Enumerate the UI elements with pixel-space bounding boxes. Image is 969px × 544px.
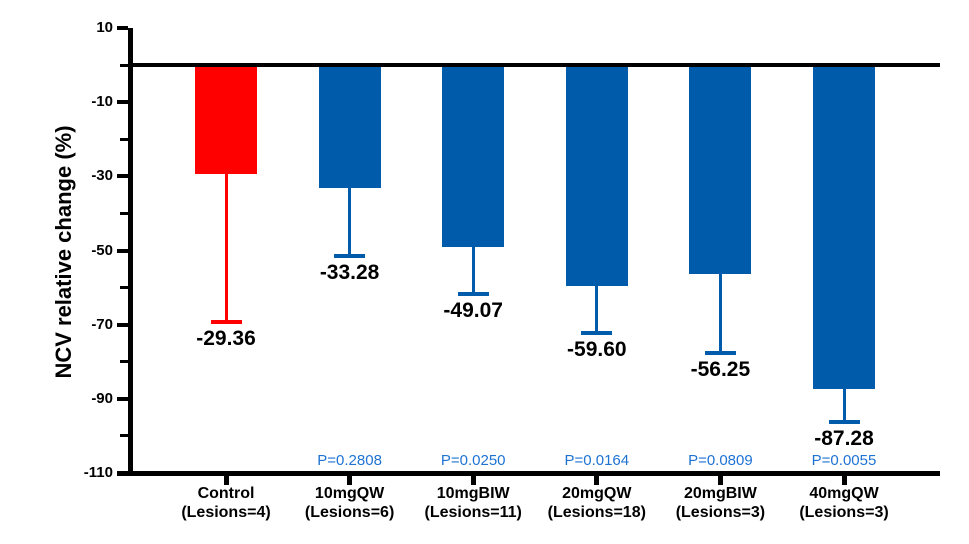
value-label: -49.07 <box>443 298 503 322</box>
error-bar-line <box>224 169 228 322</box>
category-label: Control (Lesions=4) <box>151 484 301 522</box>
p-value-label: P=0.0164 <box>564 452 630 469</box>
category-lesions-count: (Lesions=3) <box>799 504 889 521</box>
y-tick-label: -50 <box>91 241 113 259</box>
error-bar-line <box>842 384 846 423</box>
value-label: -59.60 <box>567 338 627 362</box>
category-name: 10mgQW <box>314 485 385 502</box>
error-bar-line <box>595 282 599 334</box>
y-minor-tick <box>120 211 128 215</box>
x-tick <box>594 475 600 485</box>
y-minor-tick <box>120 63 128 67</box>
p-value-label: P=0.0250 <box>440 452 506 469</box>
bar <box>318 65 381 189</box>
category-label: 10mgBIW (Lesions=11) <box>398 484 548 522</box>
category-lesions-count: (Lesions=11) <box>424 504 522 521</box>
y-tick-label: -30 <box>91 167 113 185</box>
bar <box>195 65 257 174</box>
p-value-label: P=0.0809 <box>688 452 753 469</box>
error-bar-cap <box>581 331 613 336</box>
category-lesions-count: (Lesions=6) <box>304 504 395 521</box>
error-bar-cap <box>704 350 736 355</box>
p-value-label: P=0.2808 <box>317 452 382 469</box>
y-tick-label: -90 <box>91 389 113 407</box>
category-label: 20mgBIW (Lesions=3) <box>645 484 795 522</box>
error-bar-cap <box>828 420 860 425</box>
error-bar-cap <box>457 291 489 296</box>
error-bar-line <box>718 269 722 353</box>
category-name: 20mgBIW <box>683 485 757 502</box>
y-major-tick <box>117 322 128 327</box>
category-lesions-count: (Lesions=3) <box>675 504 766 521</box>
category-name: 10mgBIW <box>436 485 510 502</box>
category-lesions-count: (Lesions=18) <box>547 504 646 521</box>
error-bar-line <box>471 243 475 294</box>
y-minor-tick <box>120 434 128 438</box>
value-label: -56.25 <box>690 357 751 381</box>
category-label: 20mgQW (Lesions=18) <box>522 484 672 522</box>
error-bar-cap <box>334 254 366 259</box>
error-bar-line <box>348 184 352 257</box>
bar <box>442 65 505 248</box>
y-minor-tick <box>120 137 128 141</box>
x-tick <box>347 475 353 485</box>
value-label: -33.28 <box>319 261 380 285</box>
y-minor-tick <box>120 286 128 290</box>
category-label: 40mgQW (Lesions=3) <box>769 484 919 522</box>
y-tick-label: -10 <box>91 93 113 111</box>
x-tick <box>223 475 229 485</box>
error-bar-cap <box>210 319 242 324</box>
x-tick <box>470 475 476 485</box>
y-major-tick <box>117 396 128 401</box>
y-major-tick <box>117 26 128 30</box>
bar <box>689 65 752 274</box>
y-major-tick <box>117 174 128 179</box>
category-name: Control <box>197 485 255 502</box>
category-label: 10mgQW (Lesions=6) <box>275 484 425 522</box>
category-name: 20mgQW <box>562 485 632 502</box>
y-tick-label: 10 <box>96 19 113 36</box>
category-name: 40mgQW <box>809 485 879 502</box>
x-tick <box>717 475 723 485</box>
y-axis-line <box>128 28 133 476</box>
y-major-tick <box>117 471 128 475</box>
x-axis-line <box>117 470 940 476</box>
y-tick-label: -110 <box>83 464 113 481</box>
value-label: -87.28 <box>814 427 874 451</box>
y-minor-tick <box>120 360 128 364</box>
y-major-tick <box>117 100 128 105</box>
category-lesions-count: (Lesions=4) <box>181 504 271 521</box>
y-tick-label: -70 <box>91 315 113 333</box>
zero-line <box>128 62 940 68</box>
value-label: -29.36 <box>196 326 256 350</box>
y-major-tick <box>117 248 128 253</box>
x-tick <box>841 475 847 485</box>
p-value-label: P=0.0055 <box>811 452 877 469</box>
bar <box>813 65 875 389</box>
bar <box>565 65 628 287</box>
